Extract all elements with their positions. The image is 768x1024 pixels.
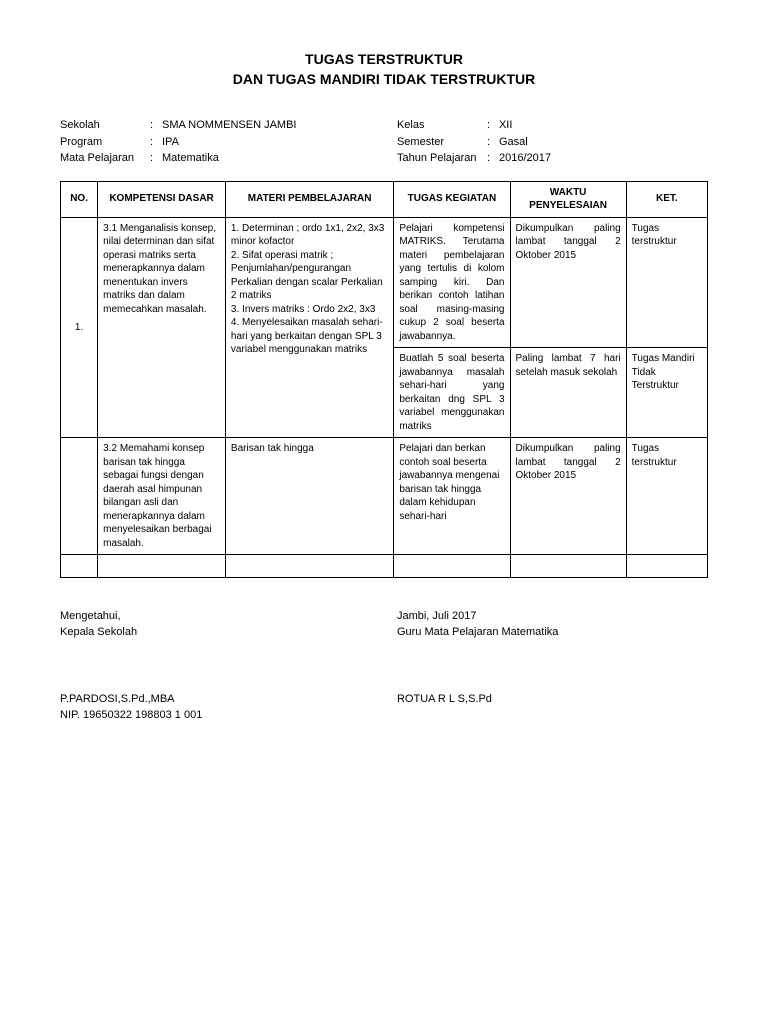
cell-waktu-2: Dikumpulkan paling lambat tanggal 2 Okto…: [510, 438, 626, 555]
cell-materi-2: Barisan tak hingga: [225, 438, 393, 555]
sekolah-label: Sekolah: [60, 117, 150, 134]
doc-title: TUGAS TERSTRUKTUR DAN TUGAS MANDIRI TIDA…: [60, 50, 708, 89]
meta-left: Sekolah:SMA NOMMENSEN JAMBI Program:IPA …: [60, 117, 371, 167]
empty-cell: [61, 555, 98, 578]
place-date: Jambi, Juli 2017: [397, 608, 708, 625]
cell-materi-1: 1. Determinan ; ordo 1x1, 2x2, 3x3 minor…: [225, 217, 393, 438]
guru-label: Guru Mata Pelajaran Matematika: [397, 624, 708, 641]
cell-tugas-1a: Pelajari kompetensi MATRIKS. Terutama ma…: [394, 217, 510, 348]
tahun-value: 2016/2017: [499, 150, 551, 167]
meta-block: Sekolah:SMA NOMMENSEN JAMBI Program:IPA …: [60, 117, 708, 167]
tahun-label: Tahun Pelajaran: [397, 150, 487, 167]
program-value: IPA: [162, 134, 179, 151]
cell-ket-1b: Tugas Mandiri Tidak Terstruktur: [626, 348, 707, 438]
empty-cell: [98, 555, 226, 578]
mengetahui-label: Mengetahui,: [60, 608, 371, 625]
cell-kd-1: 3.1 Menganalisis konsep, nilai determina…: [98, 217, 226, 438]
empty-cell: [394, 555, 510, 578]
empty-cell: [510, 555, 626, 578]
program-label: Program: [60, 134, 150, 151]
sekolah-value: SMA NOMMENSEN JAMBI: [162, 117, 296, 134]
semester-label: Semester: [397, 134, 487, 151]
cell-kd-2: 3.2 Memahami konsep barisan tak hingga s…: [98, 438, 226, 555]
kelas-label: Kelas: [397, 117, 487, 134]
empty-cell: [626, 555, 707, 578]
mapel-value: Matematika: [162, 150, 219, 167]
cell-ket-2: Tugas terstruktur: [626, 438, 707, 555]
kepsek-nip: NIP. 19650322 198803 1 001: [60, 707, 371, 724]
footer-left: Mengetahui, Kepala Sekolah P.PARDOSI,S.P…: [60, 608, 371, 724]
cell-waktu-1b: Paling lambat 7 hari setelah masuk sekol…: [510, 348, 626, 438]
th-kd: KOMPETENSI DASAR: [98, 181, 226, 217]
cell-waktu-1a: Dikumpulkan paling lambat tanggal 2 Okto…: [510, 217, 626, 348]
kepsek-name: P.PARDOSI,S.Pd.,MBA: [60, 691, 371, 708]
guru-name: ROTUA R L S,S.Pd: [397, 691, 708, 708]
table-row: 3.2 Memahami konsep barisan tak hingga s…: [61, 438, 708, 555]
cell-ket-1a: Tugas terstruktur: [626, 217, 707, 348]
main-table: NO. KOMPETENSI DASAR MATERI PEMBELAJARAN…: [60, 181, 708, 578]
table-row-empty: [61, 555, 708, 578]
cell-no-1: 1.: [61, 217, 98, 438]
kelas-value: XII: [499, 117, 512, 134]
kepsek-label: Kepala Sekolah: [60, 624, 371, 641]
table-header-row: NO. KOMPETENSI DASAR MATERI PEMBELAJARAN…: [61, 181, 708, 217]
cell-no-2: [61, 438, 98, 555]
title-line-1: TUGAS TERSTRUKTUR: [60, 50, 708, 70]
mapel-label: Mata Pelajaran: [60, 150, 150, 167]
semester-value: Gasal: [499, 134, 528, 151]
table-row: 1. 3.1 Menganalisis konsep, nilai determ…: [61, 217, 708, 348]
th-waktu: WAKTU PENYELESAIAN: [510, 181, 626, 217]
footer-block: Mengetahui, Kepala Sekolah P.PARDOSI,S.P…: [60, 608, 708, 724]
cell-tugas-2: Pelajari dan berkan contoh soal beserta …: [394, 438, 510, 555]
th-tugas: TUGAS KEGIATAN: [394, 181, 510, 217]
th-ket: KET.: [626, 181, 707, 217]
empty-cell: [225, 555, 393, 578]
th-no: NO.: [61, 181, 98, 217]
meta-right: Kelas:XII Semester:Gasal Tahun Pelajaran…: [397, 117, 708, 167]
th-materi: MATERI PEMBELAJARAN: [225, 181, 393, 217]
footer-right: Jambi, Juli 2017 Guru Mata Pelajaran Mat…: [397, 608, 708, 724]
title-line-2: DAN TUGAS MANDIRI TIDAK TERSTRUKTUR: [60, 70, 708, 90]
cell-tugas-1b: Buatlah 5 soal beserta jawabannya masala…: [394, 348, 510, 438]
